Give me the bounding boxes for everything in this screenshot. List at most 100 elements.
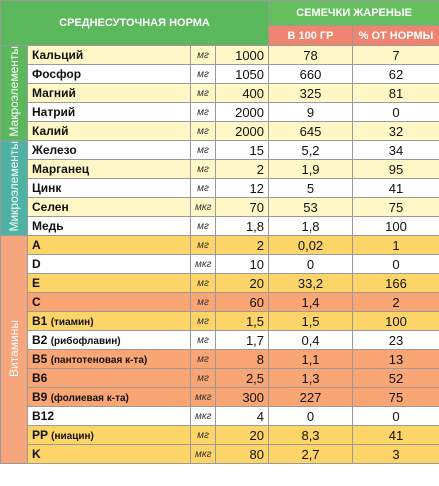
nutrient: C: [32, 295, 41, 309]
nutrient: Марганец: [32, 162, 90, 176]
nutrient-name: Кальций: [27, 45, 191, 65]
nutrient: B2: [32, 333, 48, 347]
pct-of-norm: 95: [352, 159, 439, 179]
pct-of-norm: 41: [352, 425, 439, 445]
per-100g: 1,9: [268, 159, 354, 179]
nutrient: Магний: [32, 86, 76, 100]
nutrient: E: [32, 276, 41, 290]
per-100g: 8,3: [268, 425, 354, 445]
nutrition-table: СРЕДНЕСУТОЧНАЯ НОРМА СЕМЕЧКИ ЖАРЕНЫЕ В 1…: [0, 0, 439, 464]
per-100g: 1,8: [268, 216, 354, 236]
group-label-text: Витамины: [7, 319, 21, 377]
pct-of-norm: 23: [352, 330, 439, 350]
pct-of-norm: 0: [352, 406, 439, 426]
nutrient-name: Магний: [27, 83, 191, 103]
unit: мкг: [190, 197, 216, 217]
per-100g: 5: [268, 178, 354, 198]
nutrient-name: Фосфор: [27, 64, 191, 84]
row: PP (ниацин) мг 20 8,3 41: [0, 425, 439, 445]
row: B5 (пантотеновая к-та) мг 8 1,1 13: [0, 349, 439, 369]
nutrient: B1: [32, 314, 48, 328]
daily-norm: 12: [214, 178, 270, 198]
nutrient: Натрий: [32, 105, 76, 119]
unit: мг: [190, 349, 216, 369]
unit: мг: [190, 140, 216, 160]
nutrient-name: B2 (рибофлавин): [27, 330, 191, 350]
unit: мг: [190, 121, 216, 141]
daily-norm: 20: [214, 425, 270, 445]
col-header: В 100 ГР: [268, 25, 354, 46]
group-label: Витамины: [0, 235, 28, 464]
pct-of-norm: 0: [352, 102, 439, 122]
per-100g: 9: [268, 102, 354, 122]
nutrient: B12: [32, 409, 55, 423]
daily-norm: 70: [214, 197, 270, 217]
unit: мг: [190, 45, 216, 65]
product-header: СЕМЕЧКИ ЖАРЕНЫЕ: [268, 0, 439, 26]
unit: мг: [190, 64, 216, 84]
nutrient-name: K: [27, 444, 191, 464]
nutrient: K: [32, 447, 41, 461]
unit: мг: [190, 273, 216, 293]
nutrient: Медь: [32, 219, 64, 233]
per-100g: 0,4: [268, 330, 354, 350]
daily-norm: 2000: [214, 102, 270, 122]
unit: мг: [190, 159, 216, 179]
nutrient: B5: [32, 352, 48, 366]
row: Медь мг 1,8 1,8 100: [0, 216, 439, 236]
nutrient-note: (ниацин): [51, 431, 94, 442]
daily-norm: 2,5: [214, 368, 270, 388]
pct-of-norm: 3: [352, 444, 439, 464]
daily-norm: 15: [214, 140, 270, 160]
nutrient-name: Медь: [27, 216, 191, 236]
unit: мг: [190, 425, 216, 445]
nutrient: B9: [32, 390, 48, 404]
nutrient-name: PP (ниацин): [27, 425, 191, 445]
nutrient-note: (пантотеновая к-та): [50, 355, 148, 366]
row: Фосфор мг 1050 660 62: [0, 64, 439, 84]
nutrient: Селен: [32, 200, 69, 214]
unit: мкг: [190, 254, 216, 274]
daily-norm: 8: [214, 349, 270, 369]
daily-norm: 10: [214, 254, 270, 274]
per-100g: 1,4: [268, 292, 354, 312]
pct-of-norm: 75: [352, 387, 439, 407]
nutrient-name: Калий: [27, 121, 191, 141]
nutrient-name: A: [27, 235, 191, 255]
per-100g: 1,5: [268, 311, 354, 331]
daily-norm: 80: [214, 444, 270, 464]
unit: мкг: [190, 406, 216, 426]
pct-of-norm: 13: [352, 349, 439, 369]
group-label: Микроэлементы: [0, 140, 28, 236]
unit: мг: [190, 311, 216, 331]
row: Натрий мг 2000 9 0: [0, 102, 439, 122]
pct-of-norm: 34: [352, 140, 439, 160]
per-100g: 645: [268, 121, 354, 141]
pct-of-norm: 52: [352, 368, 439, 388]
nutrient-name: B1 (тиамин): [27, 311, 191, 331]
per-100g: 78: [268, 45, 354, 65]
nutrient-name: B12: [27, 406, 191, 426]
nutrient-name: D: [27, 254, 191, 274]
pct-of-norm: 7: [352, 45, 439, 65]
per-100g: 5,2: [268, 140, 354, 160]
row: Марганец мг 2 1,9 95: [0, 159, 439, 179]
per-100g: 0: [268, 254, 354, 274]
daily-norm: 1,7: [214, 330, 270, 350]
nutrient: PP: [32, 428, 48, 442]
unit: мг: [190, 330, 216, 350]
pct-of-norm: 32: [352, 121, 439, 141]
row: Цинк мг 12 5 41: [0, 178, 439, 198]
per-100g: 2,7: [268, 444, 354, 464]
per-100g: 33,2: [268, 273, 354, 293]
nutrient-name: B5 (пантотеновая к-та): [27, 349, 191, 369]
pct-of-norm: 166: [352, 273, 439, 293]
row: B9 (фолиевая к-та) мкг 300 227 75: [0, 387, 439, 407]
daily-norm: 2: [214, 235, 270, 255]
row: Калий мг 2000 645 32: [0, 121, 439, 141]
per-100g: 0: [268, 406, 354, 426]
nutrient-name: E: [27, 273, 191, 293]
nutrient-name: Селен: [27, 197, 191, 217]
